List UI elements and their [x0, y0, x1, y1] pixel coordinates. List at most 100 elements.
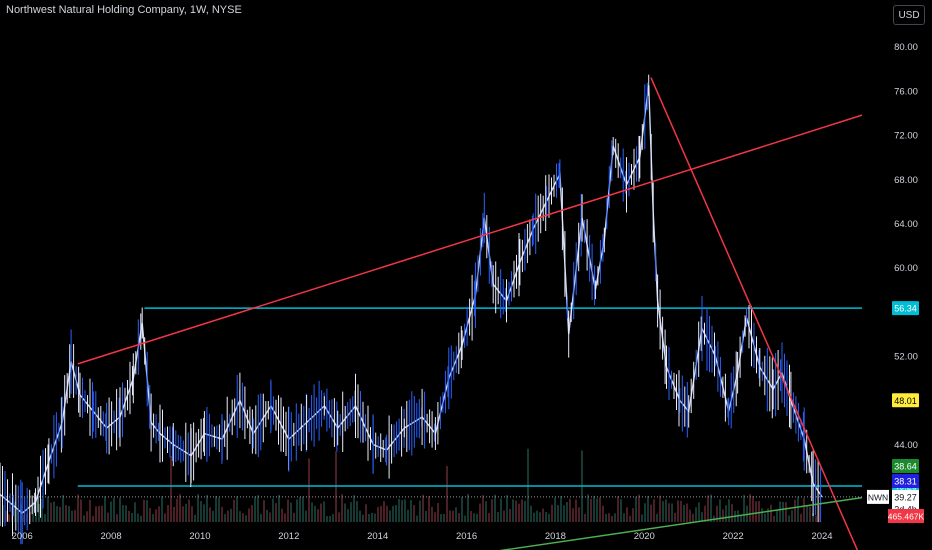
volume-bar — [314, 505, 316, 522]
volume-bar — [647, 495, 649, 522]
currency-button[interactable]: USD — [893, 5, 925, 25]
volume-bar — [329, 515, 331, 522]
volume-bar — [692, 513, 694, 522]
x-axis[interactable]: 2006 2008 2010 2012 2014 2016 2018 2020 2022 2024 — [12, 531, 833, 542]
volume-bar — [116, 514, 118, 522]
volume-bar — [497, 512, 499, 522]
volume-bar — [191, 506, 193, 522]
volume-bar — [98, 505, 100, 522]
volume-bar — [443, 514, 445, 522]
y-axis[interactable]: 80.00 76.00 72.00 68.00 64.00 60.00 52.00 44.00 — [894, 42, 918, 451]
volume-bar — [377, 506, 379, 522]
volume-bar — [284, 513, 286, 522]
volume-bar — [539, 512, 541, 522]
volume-bar — [572, 508, 574, 522]
volume-bar — [77, 494, 79, 522]
volume-bar — [23, 514, 25, 522]
volume-bar — [125, 505, 127, 522]
volume-bar — [425, 510, 427, 522]
volume-bar — [485, 501, 487, 522]
volume-bar — [716, 505, 718, 522]
volume-bar — [542, 508, 544, 522]
volume-bar — [515, 500, 517, 522]
x-tick-label: 2012 — [278, 531, 299, 542]
volume-bar — [431, 506, 433, 522]
volume-bar — [524, 500, 526, 522]
volume-bar — [473, 513, 475, 522]
volume-bar — [134, 502, 136, 522]
volume-bar — [467, 494, 469, 522]
volume-bar — [809, 506, 811, 522]
volume-bar — [437, 503, 439, 522]
volume-bar — [464, 515, 466, 522]
volume-bar — [386, 505, 388, 522]
volume-bar — [263, 500, 265, 522]
volume-bar — [110, 501, 112, 522]
volume-bar — [422, 494, 424, 522]
price-axis-label-bg — [892, 301, 919, 316]
volume-bar — [245, 515, 247, 522]
volume-bar — [158, 506, 160, 522]
volume-bar — [137, 513, 139, 522]
volume-bar — [47, 496, 49, 522]
volume-bar — [494, 494, 496, 522]
volume-bar — [212, 510, 214, 522]
volume-bar — [665, 499, 667, 522]
volume-bar — [221, 506, 223, 522]
volume-bar — [512, 499, 514, 522]
x-tick-label: 2022 — [723, 531, 744, 542]
x-tick-label: 2020 — [634, 531, 655, 542]
volume-bar — [362, 514, 364, 522]
trendlines[interactable] — [77, 77, 863, 550]
volume-bar — [656, 513, 658, 522]
volume-bar — [365, 504, 367, 522]
volume-bar — [404, 499, 406, 522]
volume-bars — [2, 448, 820, 522]
volume-bar — [101, 505, 103, 522]
volume-bar — [146, 500, 148, 522]
volume-bar — [695, 507, 697, 522]
volume-bar — [407, 509, 409, 522]
volume-bar — [818, 505, 820, 522]
volume-bar — [155, 509, 157, 522]
x-tick-label: 2006 — [12, 531, 33, 542]
volume-bar — [452, 510, 454, 522]
current-price-tag: 39.27 — [894, 492, 917, 502]
volume-bar — [389, 510, 391, 522]
volume-bar — [629, 515, 631, 522]
y-tick-label: 60.00 — [894, 263, 918, 274]
volume-bar — [197, 494, 199, 522]
volume-bar — [200, 501, 202, 522]
volume-bar — [410, 500, 412, 522]
volume-bar — [602, 505, 604, 522]
trendline — [77, 114, 863, 365]
volume-bar — [359, 510, 361, 522]
volume-bar — [215, 496, 217, 522]
volume-bar — [62, 494, 64, 522]
volume-bar — [530, 505, 532, 522]
volume-bar — [701, 512, 703, 522]
volume-bar — [320, 503, 322, 522]
volume-bar — [608, 513, 610, 522]
volume-bar — [704, 505, 706, 522]
volume-bar — [296, 499, 298, 522]
volume-bar — [176, 498, 178, 522]
volume-bar — [728, 499, 730, 522]
volume-bar — [761, 508, 763, 522]
volume-bar — [569, 498, 571, 522]
volume-bar — [563, 505, 565, 522]
volume-bar — [500, 498, 502, 522]
volume-bar — [635, 496, 637, 522]
volume-bar — [128, 510, 130, 522]
volume-bar — [632, 508, 634, 522]
volume-bar — [722, 509, 724, 522]
volume-bar — [53, 501, 55, 522]
volume-bar — [131, 512, 133, 522]
volume-bar — [161, 496, 163, 522]
volume-bar — [236, 496, 238, 522]
volume-bar — [650, 504, 652, 522]
volume-bar — [743, 494, 745, 522]
volume-bar — [119, 497, 121, 522]
volume-bar — [521, 499, 523, 522]
